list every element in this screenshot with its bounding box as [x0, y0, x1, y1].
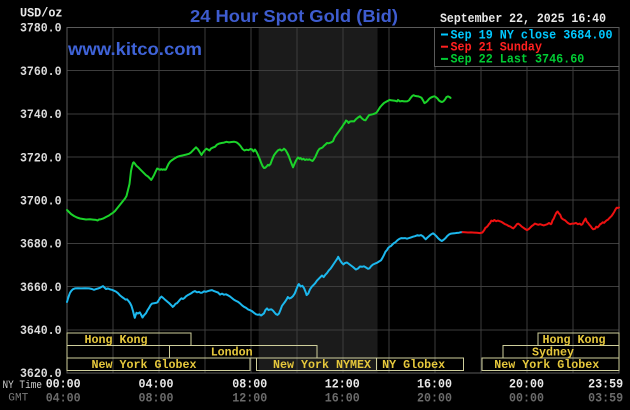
svg-text:00:00: 00:00	[46, 376, 81, 391]
svg-text:08:00: 08:00	[232, 376, 267, 391]
svg-text:3780.0: 3780.0	[20, 21, 62, 36]
svg-text:3740.0: 3740.0	[20, 107, 62, 122]
svg-text:12:00: 12:00	[232, 390, 267, 405]
svg-text:20:00: 20:00	[417, 390, 452, 405]
svg-text:3720.0: 3720.0	[20, 150, 62, 165]
svg-text:16:00: 16:00	[417, 376, 452, 391]
svg-text:03:59: 03:59	[588, 390, 623, 405]
svg-text:24 Hour Spot Gold (Bid): 24 Hour Spot Gold (Bid)	[190, 6, 398, 26]
svg-text:September 22, 2025 16:40: September 22, 2025 16:40	[440, 11, 606, 26]
svg-text:12:00: 12:00	[325, 376, 360, 391]
svg-text:Sep 19 NY close 3684.00: Sep 19 NY close 3684.00	[451, 27, 613, 42]
svg-text:3660.0: 3660.0	[20, 280, 62, 295]
svg-text:New York Globex: New York Globex	[92, 358, 197, 372]
svg-text:www.kitco.com: www.kitco.com	[67, 39, 202, 59]
svg-text:Hong Kong: Hong Kong	[85, 333, 148, 347]
svg-text:3680.0: 3680.0	[20, 237, 62, 252]
svg-text:New York Globex: New York Globex	[494, 358, 599, 372]
svg-text:23:59: 23:59	[588, 376, 623, 391]
svg-text:3640.0: 3640.0	[20, 323, 62, 338]
svg-text:04:00: 04:00	[139, 376, 174, 391]
svg-text:NY Time: NY Time	[3, 380, 43, 392]
svg-text:00:00: 00:00	[509, 390, 544, 405]
svg-text:Sydney: Sydney	[532, 345, 574, 359]
svg-text:GMT: GMT	[8, 393, 28, 405]
svg-text:04:00: 04:00	[46, 390, 81, 405]
svg-text:Sep 22 Last 3746.60: Sep 22 Last 3746.60	[451, 52, 585, 67]
svg-text:08:00: 08:00	[139, 390, 174, 405]
svg-text:New York NYMEX: New York NYMEX	[273, 358, 372, 372]
svg-text:NY Globex: NY Globex	[382, 358, 445, 372]
svg-text:16:00: 16:00	[325, 390, 360, 405]
svg-text:3620.0: 3620.0	[20, 366, 62, 381]
svg-text:Sep 21 Sunday: Sep 21 Sunday	[451, 40, 543, 55]
svg-text:London: London	[211, 345, 253, 359]
svg-text:3700.0: 3700.0	[20, 193, 62, 208]
svg-text:Hong Kong: Hong Kong	[543, 333, 606, 347]
svg-text:20:00: 20:00	[509, 376, 544, 391]
svg-text:3760.0: 3760.0	[20, 64, 62, 79]
svg-text:USD/oz: USD/oz	[20, 5, 63, 20]
